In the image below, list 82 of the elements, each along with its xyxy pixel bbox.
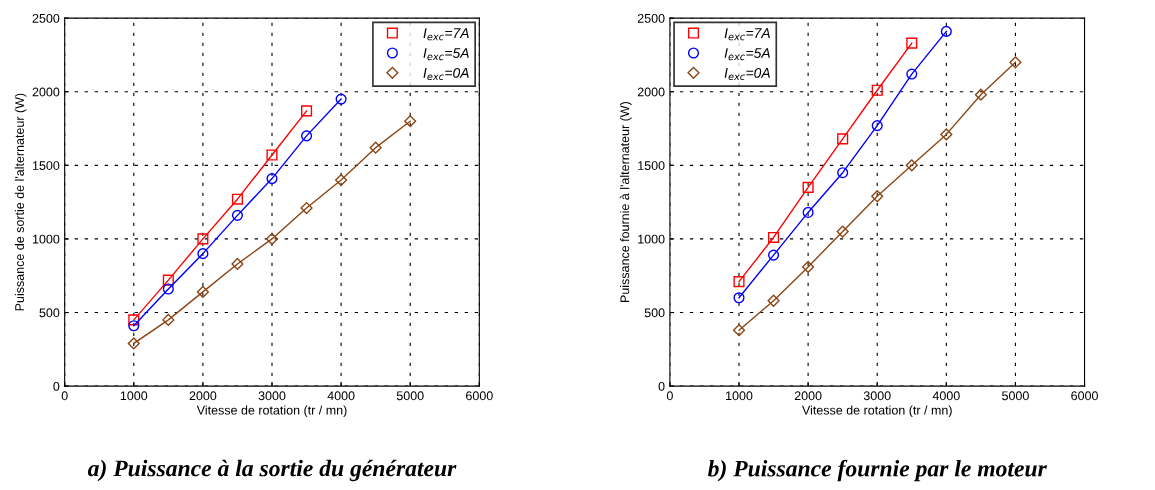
point (974, 88, 987, 101)
y-tick-label: 2000 (637, 87, 665, 97)
point (266, 173, 278, 185)
point (300, 201, 313, 215)
y-tick-label: 2500 (637, 13, 665, 23)
point (767, 294, 780, 307)
point (335, 93, 347, 105)
point (837, 167, 849, 179)
point (906, 68, 918, 80)
point (871, 120, 883, 132)
point (940, 25, 952, 37)
point (837, 133, 849, 145)
point (265, 232, 279, 246)
point (162, 313, 175, 326)
y-tick-label: 1000 (638, 234, 665, 244)
x-tick-label: 0 (666, 391, 673, 401)
point (197, 248, 209, 260)
x-tick-label: 6000 (466, 391, 493, 401)
point (404, 115, 417, 128)
point (768, 231, 780, 244)
x-axis-title: Vitesse de rotation (tr / mn) (196, 405, 347, 418)
point (940, 128, 953, 141)
y-tick-label: 500 (39, 308, 60, 318)
text: b) Puissance fournie par le moteur (707, 459, 1047, 482)
point (162, 274, 174, 286)
legend-label: I$_{exc}$=7A (724, 28, 770, 41)
legend-label: I$_{exc}$=0A (724, 67, 770, 81)
y-tick-label: 2500 (32, 13, 60, 23)
x-tick-label: 2000 (189, 391, 217, 401)
point (196, 285, 209, 299)
point (871, 190, 884, 203)
point (301, 130, 313, 142)
legend-label: I$_{exc}$=5A (724, 48, 770, 61)
x-axis-title: Vitesse de rotation (tr / mn) (802, 405, 952, 418)
y-axis-title: Puissance fournie à l'alternateur (W) (619, 102, 632, 302)
point (905, 159, 918, 172)
x-tick-label: 2000 (794, 391, 822, 401)
point (1009, 56, 1022, 69)
point (871, 84, 883, 96)
y-tick-label: 0 (658, 381, 665, 391)
point (301, 105, 313, 117)
point (802, 206, 814, 218)
y-tick-label: 2000 (32, 87, 60, 97)
y-tick-label: 500 (644, 308, 665, 318)
point (802, 260, 815, 273)
point (836, 225, 849, 238)
point (128, 314, 140, 326)
y-tick-label: 0 (53, 381, 60, 391)
x-tick-label: 5000 (1002, 391, 1029, 401)
point (335, 173, 348, 187)
point (162, 283, 174, 295)
text: a) Puissance à la sortie du générateur (87, 459, 457, 482)
point (197, 233, 209, 245)
point (231, 193, 244, 205)
x-tick-label: 4000 (932, 391, 960, 401)
point (733, 292, 745, 304)
y-tick-label: 1500 (638, 161, 665, 170)
y-axis-title: Puissance de sortie de l'alternateur (W) (14, 93, 27, 311)
point (733, 276, 745, 288)
x-tick-label: 1000 (120, 391, 148, 401)
point (231, 257, 244, 271)
point (231, 209, 244, 221)
point (127, 337, 140, 350)
x-tick-label: 4000 (327, 391, 355, 401)
point (906, 37, 918, 49)
point (128, 320, 140, 332)
point (802, 181, 814, 193)
x-tick-label: 3000 (863, 391, 891, 401)
point (768, 249, 780, 261)
legend-label: I$_{exc}$=0A (423, 67, 469, 81)
legend-label: I$_{exc}$=7A (423, 28, 469, 41)
x-tick-label: 3000 (258, 391, 286, 401)
point (266, 149, 278, 161)
x-tick-label: 6000 (1071, 391, 1098, 401)
x-tick-label: 1000 (726, 391, 753, 401)
y-tick-label: 1500 (32, 161, 60, 170)
x-tick-label: 0 (61, 391, 68, 401)
legend-label: I$_{exc}$=5A (423, 48, 469, 61)
point (732, 324, 746, 337)
point (369, 141, 382, 154)
y-tick-label: 1000 (32, 234, 60, 244)
x-tick-label: 5000 (396, 391, 424, 401)
